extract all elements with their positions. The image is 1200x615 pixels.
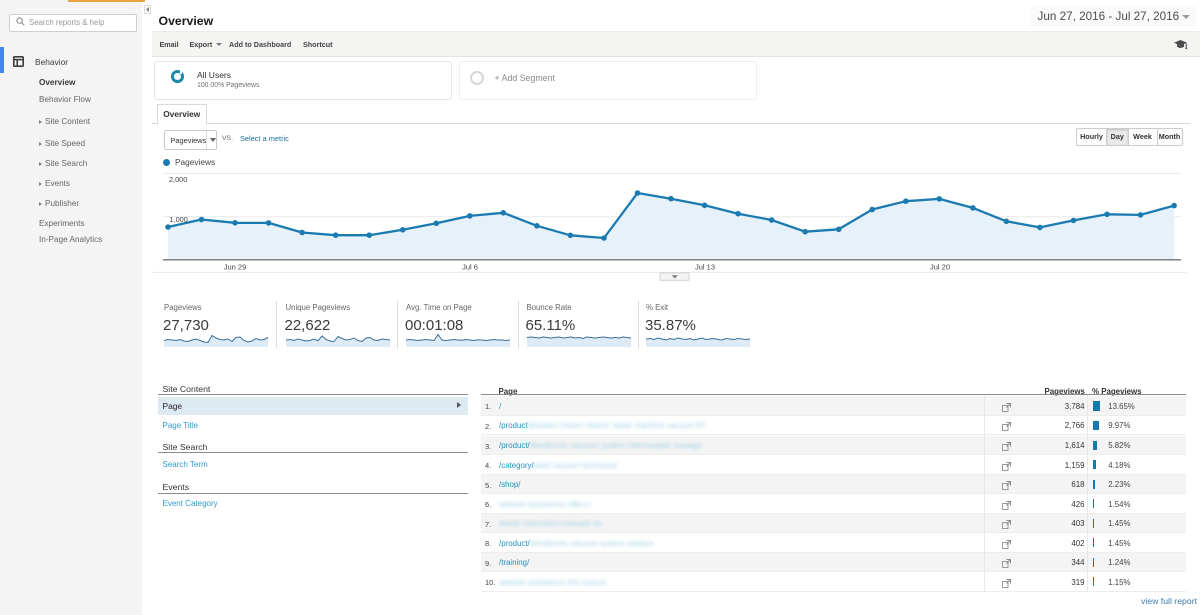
svg-text:Jul 6: Jul 6 (462, 262, 478, 271)
svg-text:2,000: 2,000 (169, 175, 187, 184)
svg-text:Jul 20: Jul 20 (930, 262, 950, 271)
svg-text:Jul 13: Jul 13 (695, 262, 715, 271)
svg-text:Jun 29: Jun 29 (224, 262, 247, 271)
svg-text:1,000: 1,000 (170, 215, 188, 224)
